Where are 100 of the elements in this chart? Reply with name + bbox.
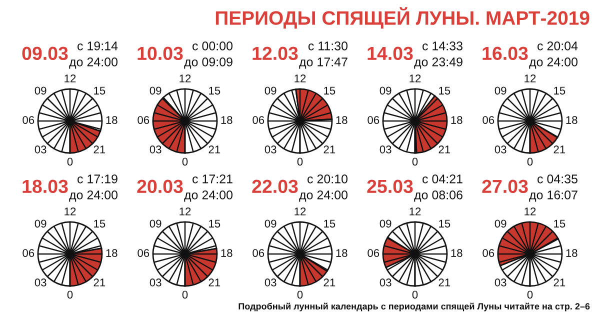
- text: 03: [380, 278, 392, 286]
- text: 0: [412, 290, 418, 299]
- text: 18: [106, 249, 118, 257]
- text: 06: [252, 116, 264, 124]
- text: 21: [208, 146, 220, 154]
- text: 18: [566, 116, 578, 124]
- chart-title: 18.03: [22, 180, 68, 194]
- chart-title: 14.03: [368, 46, 413, 60]
- text: 18: [451, 249, 462, 257]
- text: 0: [182, 290, 188, 299]
- text: с 14:33: [422, 42, 462, 50]
- text: 03: [34, 278, 46, 286]
- text: 21: [208, 278, 220, 286]
- text: 15: [324, 86, 336, 95]
- text: с 19:14: [78, 42, 118, 50]
- text: 06: [482, 249, 494, 257]
- text: 0: [297, 290, 303, 299]
- text: с 11:30: [308, 42, 348, 50]
- text: с 17:19: [78, 174, 118, 184]
- text: 09: [380, 86, 392, 95]
- text: 21: [94, 278, 106, 286]
- text: 18: [451, 116, 462, 124]
- text: до 17:47: [299, 58, 348, 69]
- text: 15: [209, 220, 220, 228]
- text: 12: [180, 208, 191, 216]
- text: 09: [494, 86, 506, 95]
- text: до 09:09: [184, 58, 232, 69]
- chart-title: 27.03: [482, 180, 528, 194]
- text: 12: [294, 74, 306, 82]
- text: 18: [566, 249, 578, 257]
- text: 0: [297, 158, 303, 166]
- text: 06: [22, 249, 34, 257]
- text: 06: [368, 116, 380, 124]
- text: 15: [439, 220, 450, 228]
- text: 21: [554, 278, 566, 286]
- text: 15: [554, 86, 566, 95]
- text: 03: [380, 146, 392, 154]
- text: 0: [412, 158, 418, 166]
- text: до 24:00: [299, 190, 348, 202]
- text: 03: [264, 278, 276, 286]
- text: 03: [150, 278, 162, 286]
- text: 06: [252, 249, 264, 257]
- text: 15: [324, 220, 336, 228]
- text: до 23:49: [414, 58, 462, 69]
- text: 12: [410, 74, 421, 82]
- text: 21: [94, 146, 106, 154]
- text: 18: [221, 249, 232, 257]
- text: с 17:21: [192, 174, 232, 184]
- text: 15: [209, 86, 220, 95]
- chart-title: 25.03: [367, 180, 413, 194]
- text: 15: [94, 220, 106, 228]
- text: 12: [64, 208, 76, 216]
- text: с 20:10: [308, 174, 348, 184]
- text: 21: [324, 278, 336, 286]
- text: 0: [182, 158, 188, 166]
- text: 03: [34, 146, 46, 154]
- text: 18: [336, 249, 348, 257]
- text: 06: [368, 249, 380, 257]
- text: 03: [494, 146, 506, 154]
- text: до 24:00: [529, 58, 578, 69]
- chart-title: 10.03: [138, 46, 183, 60]
- text: 09: [150, 220, 162, 228]
- text: 12: [64, 74, 76, 82]
- text: 18: [221, 116, 232, 124]
- text: до 24:00: [69, 190, 118, 202]
- text: 15: [439, 86, 450, 95]
- text: Подробный лунный календарь с периодами спящей Луны читайте на стр. 2–6: [238, 302, 590, 312]
- text: 18: [336, 116, 348, 124]
- text: ПЕРИОДЫ СПЯЩЕЙ ЛУНЫ. МАРТ-2019: [216, 7, 590, 29]
- text: 06: [138, 249, 150, 257]
- text: 03: [264, 146, 276, 154]
- text: до 24:00: [69, 58, 118, 69]
- text: 09: [494, 220, 506, 228]
- text: 09: [264, 220, 276, 228]
- text: до 24:00: [184, 190, 233, 202]
- text: с 20:04: [538, 42, 578, 50]
- text: 21: [438, 278, 450, 286]
- text: до 08:06: [414, 190, 462, 202]
- text: 15: [554, 220, 566, 228]
- text: 0: [527, 158, 533, 166]
- chart-title: 22.03: [252, 180, 298, 194]
- text: 12: [524, 74, 536, 82]
- text: 12: [294, 208, 306, 216]
- text: 12: [524, 208, 536, 216]
- text: 03: [150, 146, 162, 154]
- text: 15: [94, 86, 106, 95]
- text: 03: [494, 278, 506, 286]
- text: 12: [180, 74, 191, 82]
- chart-title: 12.03: [252, 46, 298, 60]
- text: с 00:00: [192, 42, 233, 50]
- text: до 16:07: [529, 190, 578, 202]
- text: 09: [34, 86, 46, 95]
- text: 09: [34, 220, 46, 228]
- text: 06: [482, 116, 494, 124]
- text: 0: [67, 290, 73, 299]
- chart-title: 20.03: [137, 180, 183, 194]
- text: 06: [138, 116, 150, 124]
- text: 21: [324, 146, 336, 154]
- text: 09: [264, 86, 276, 95]
- text: 09: [380, 220, 392, 228]
